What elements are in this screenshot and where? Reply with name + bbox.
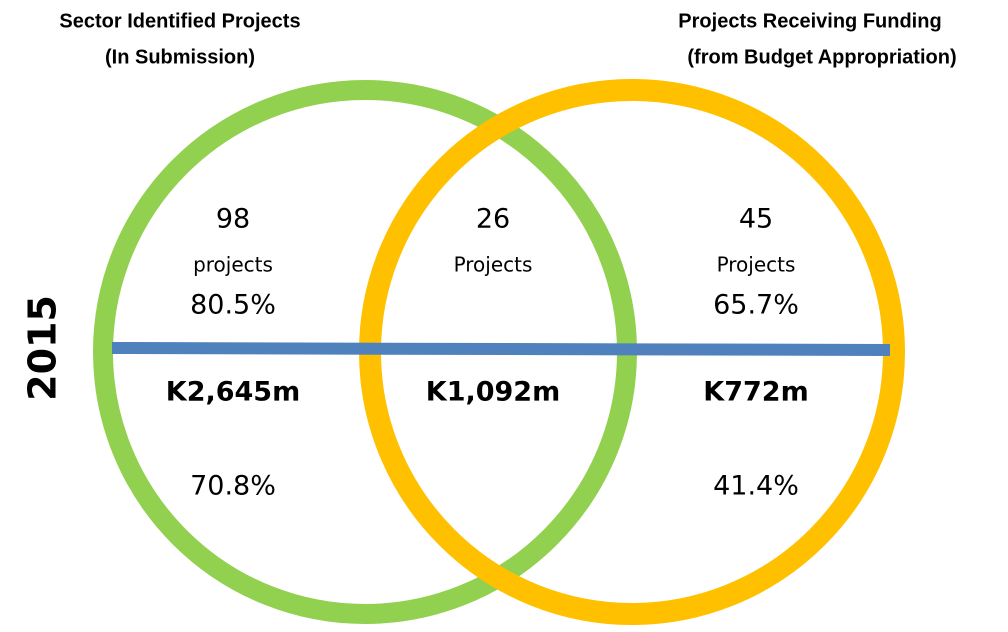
left-title: Sector Identified Projects	[59, 10, 300, 32]
amount: K2,645m	[166, 377, 300, 408]
amount: K772m	[703, 377, 808, 408]
count: 98	[216, 204, 250, 235]
right-title: Projects Receiving Funding	[678, 10, 941, 32]
left-title: (In Submission)	[105, 46, 255, 68]
unit: Projects	[717, 253, 796, 277]
count-share: 65.7%	[713, 290, 799, 321]
count: 26	[476, 204, 510, 235]
unit: projects	[193, 253, 273, 277]
amount-share: 41.4%	[713, 471, 799, 502]
count-share: 80.5%	[190, 290, 276, 321]
amount: K1,092m	[426, 377, 560, 408]
year-label: 2015	[21, 295, 65, 401]
right-title: (from Budget Appropriation)	[687, 46, 956, 68]
unit: Projects	[454, 253, 533, 277]
divider-line	[111, 342, 891, 356]
amount-share: 70.8%	[190, 471, 276, 502]
count: 45	[739, 204, 773, 235]
